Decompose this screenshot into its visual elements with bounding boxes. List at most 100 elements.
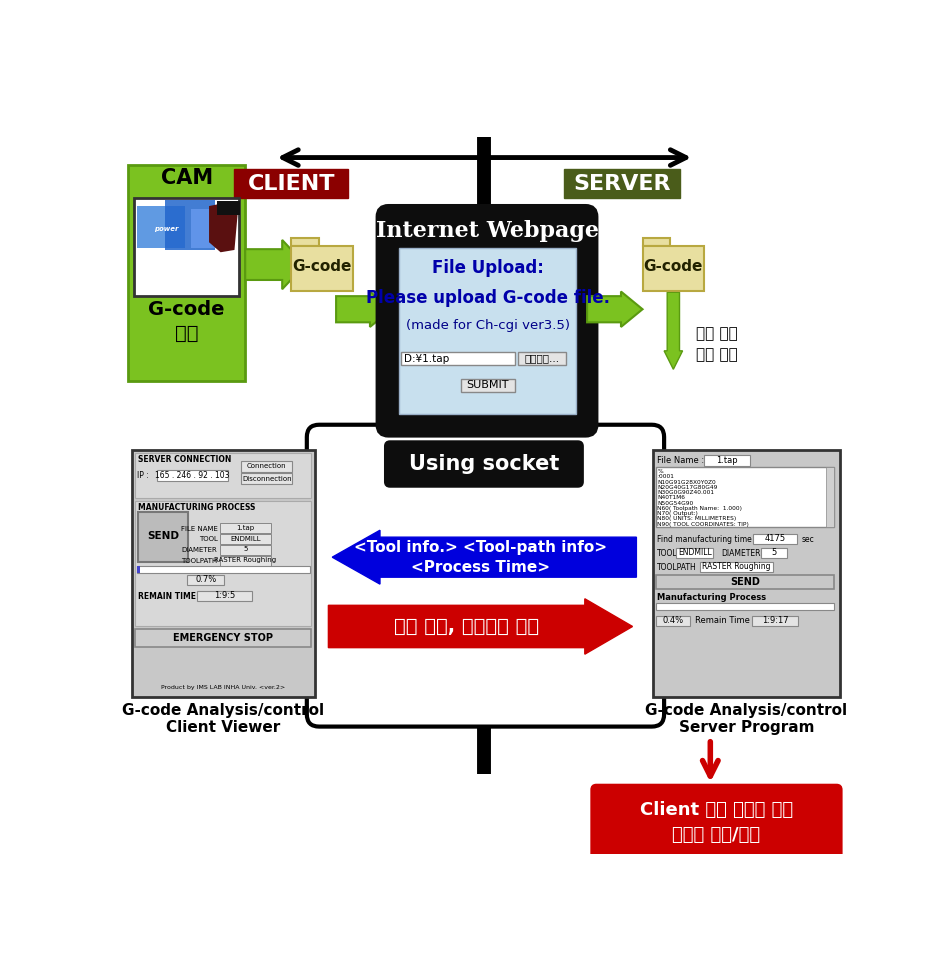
FancyBboxPatch shape (291, 246, 353, 291)
FancyBboxPatch shape (291, 238, 318, 246)
FancyBboxPatch shape (642, 238, 669, 246)
FancyBboxPatch shape (564, 169, 679, 199)
FancyBboxPatch shape (241, 473, 292, 484)
Text: power: power (154, 227, 178, 232)
FancyBboxPatch shape (656, 468, 833, 527)
Text: 찾아보기...: 찾아보기... (524, 353, 559, 364)
FancyBboxPatch shape (760, 548, 786, 558)
Text: (made for Ch-cgi ver3.5): (made for Ch-cgi ver3.5) (405, 319, 569, 332)
Text: <Tool info.> <Tool-path info>
<Process Time>: <Tool info.> <Tool-path info> <Process T… (354, 540, 607, 575)
FancyArrow shape (586, 292, 642, 327)
Text: RASTER Roughing: RASTER Roughing (701, 562, 770, 571)
FancyBboxPatch shape (652, 450, 839, 697)
Text: 1.tap: 1.tap (716, 456, 737, 465)
FancyBboxPatch shape (656, 615, 689, 626)
FancyBboxPatch shape (751, 615, 798, 626)
Text: %: % (656, 469, 663, 474)
Text: FILE NAME: FILE NAME (180, 526, 217, 532)
Text: ENDMILL: ENDMILL (677, 548, 711, 557)
Text: DIAMETER: DIAMETER (720, 549, 760, 558)
Polygon shape (244, 240, 305, 289)
Text: N60( Toolpath Name:  1.000): N60( Toolpath Name: 1.000) (656, 506, 741, 511)
FancyBboxPatch shape (591, 785, 840, 859)
Text: Find manufacturing time: Find manufacturing time (656, 535, 751, 544)
Text: SERVER CONNECTION: SERVER CONNECTION (138, 455, 231, 464)
Text: 가공 시작, 비상정지 요청: 가공 시작, 비상정지 요청 (394, 617, 539, 636)
FancyBboxPatch shape (656, 603, 833, 611)
Text: N10G91G28X0Y0Z0: N10G91G28X0Y0Z0 (656, 480, 716, 485)
Text: Using socket: Using socket (409, 454, 559, 474)
Text: SEND: SEND (730, 577, 759, 587)
Text: Manufacturing Process: Manufacturing Process (656, 593, 766, 603)
FancyBboxPatch shape (400, 351, 514, 366)
FancyBboxPatch shape (220, 534, 270, 544)
Text: Remain Time :: Remain Time : (694, 615, 754, 625)
FancyBboxPatch shape (642, 246, 703, 291)
Text: D:¥1.tap: D:¥1.tap (403, 353, 448, 364)
Text: G-code: G-code (643, 259, 702, 275)
Text: IP :: IP : (137, 471, 149, 480)
Text: TOOLPATH: TOOLPATH (181, 558, 217, 564)
FancyBboxPatch shape (378, 206, 596, 436)
FancyBboxPatch shape (703, 455, 750, 466)
Text: Internet Webpage: Internet Webpage (375, 220, 598, 242)
Text: 1:9:5: 1:9:5 (213, 591, 235, 600)
FancyBboxPatch shape (135, 453, 312, 498)
FancyBboxPatch shape (157, 470, 228, 481)
FancyBboxPatch shape (135, 629, 312, 647)
Text: 165 . 246 . 92 . 103: 165 . 246 . 92 . 103 (155, 471, 229, 480)
Text: Server Program: Server Program (678, 720, 814, 734)
Text: 0.4%: 0.4% (662, 615, 683, 625)
Text: ENDMILL: ENDMILL (229, 536, 261, 541)
Text: SUBMIT: SUBMIT (466, 380, 509, 391)
Text: REMAIN TIME: REMAIN TIME (138, 592, 196, 601)
FancyBboxPatch shape (137, 206, 185, 249)
Text: Product by IMS LAB INHA Univ. <ver.2>: Product by IMS LAB INHA Univ. <ver.2> (161, 684, 285, 690)
Text: N40T1M6: N40T1M6 (656, 495, 684, 500)
FancyBboxPatch shape (307, 424, 664, 727)
FancyBboxPatch shape (461, 379, 514, 393)
FancyBboxPatch shape (234, 169, 348, 199)
Text: G-code Analysis/control: G-code Analysis/control (122, 703, 324, 718)
Text: Disconnection: Disconnection (242, 475, 292, 482)
Text: sec: sec (801, 535, 813, 544)
Text: 0.7%: 0.7% (195, 575, 216, 584)
Text: 5: 5 (243, 546, 247, 553)
FancyBboxPatch shape (187, 575, 224, 585)
FancyBboxPatch shape (825, 468, 833, 527)
Text: 4175: 4175 (764, 534, 784, 543)
Text: CAM: CAM (160, 168, 212, 188)
FancyBboxPatch shape (241, 461, 292, 471)
Text: File Name :: File Name : (656, 456, 703, 466)
FancyBboxPatch shape (385, 442, 582, 487)
Text: G-code Analysis/control: G-code Analysis/control (645, 703, 847, 718)
FancyBboxPatch shape (220, 523, 270, 534)
Polygon shape (209, 202, 237, 252)
Text: RASTER Roughing: RASTER Roughing (214, 557, 276, 564)
Text: EMERGENCY STOP: EMERGENCY STOP (173, 633, 273, 643)
FancyBboxPatch shape (196, 591, 252, 601)
Text: DIAMETER: DIAMETER (181, 547, 217, 553)
Text: N20G40G17G80G49: N20G40G17G80G49 (656, 485, 716, 490)
Text: N30G0G90Z40.001: N30G0G90Z40.001 (656, 491, 714, 495)
Text: CLIENT: CLIENT (247, 174, 335, 194)
FancyBboxPatch shape (216, 202, 240, 215)
FancyBboxPatch shape (135, 501, 312, 626)
Text: 1.tap: 1.tap (236, 525, 254, 531)
FancyBboxPatch shape (165, 200, 215, 250)
FancyBboxPatch shape (517, 351, 565, 366)
FancyBboxPatch shape (220, 545, 270, 555)
Text: Connection: Connection (246, 464, 286, 469)
FancyBboxPatch shape (699, 562, 772, 572)
Text: Client 요청 사항에 관한
메시지 발생/처리: Client 요청 사항에 관한 메시지 발생/처리 (639, 801, 792, 844)
Text: TOOLPATH: TOOLPATH (656, 563, 696, 572)
Text: :0001: :0001 (656, 474, 673, 479)
FancyBboxPatch shape (138, 512, 188, 562)
FancyBboxPatch shape (134, 199, 239, 296)
Text: SERVER: SERVER (572, 174, 670, 194)
Text: 가공 관련
정보 추출: 가공 관련 정보 추출 (696, 325, 737, 362)
Text: TOOL: TOOL (656, 549, 677, 558)
Text: G-code: G-code (293, 259, 351, 275)
Text: SEND: SEND (146, 532, 178, 541)
Text: Please upload G-code file.: Please upload G-code file. (365, 289, 609, 306)
